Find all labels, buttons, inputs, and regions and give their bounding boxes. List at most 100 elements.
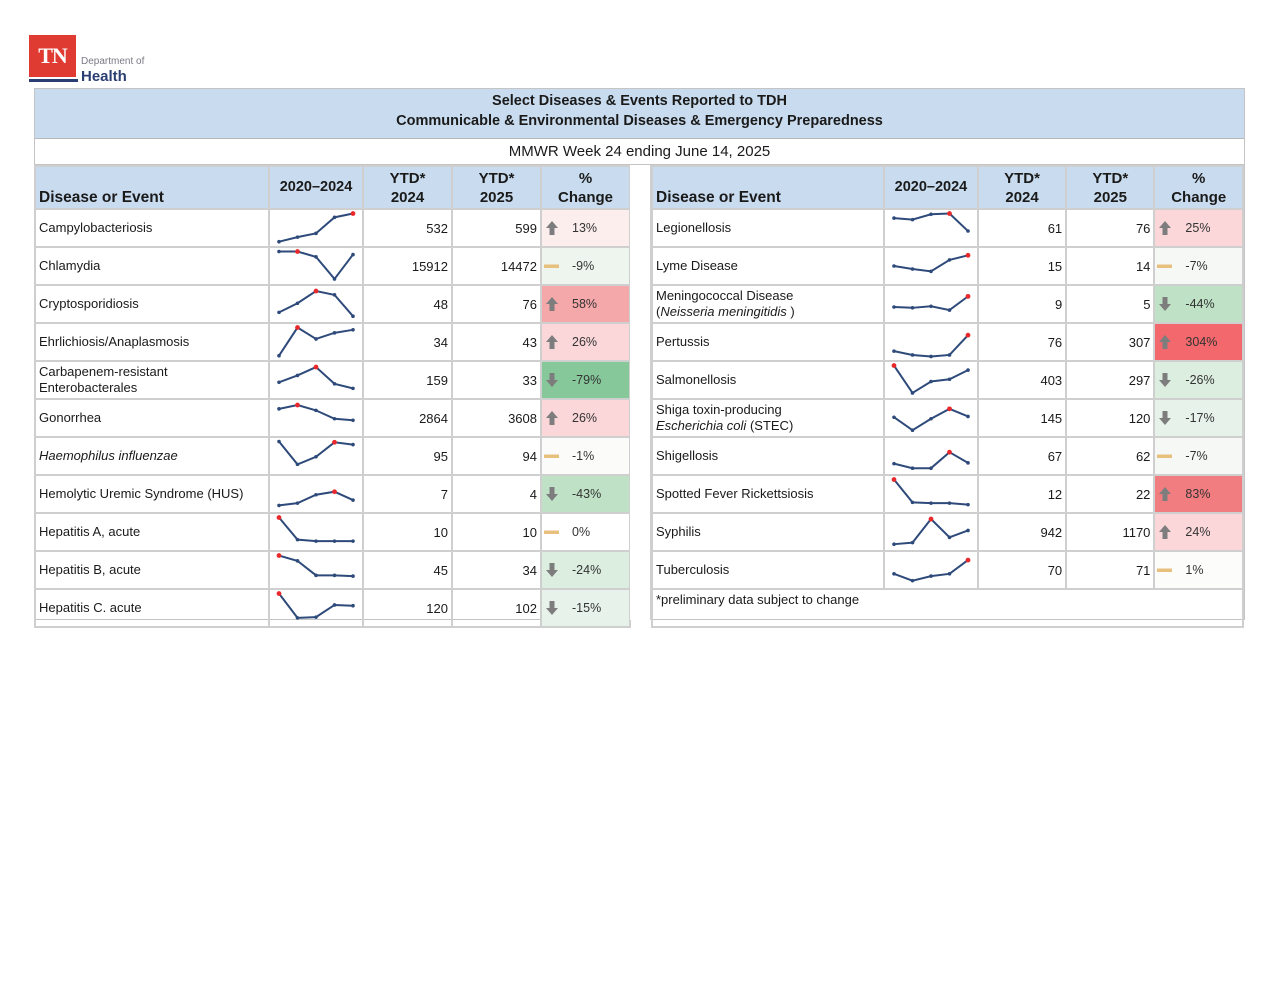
sparkline-chart [891, 477, 970, 507]
ytd-2025-value: 307 [1065, 322, 1156, 362]
sparkline-chart [277, 402, 355, 423]
sparkline-cell [268, 284, 364, 324]
change-label: Change [557, 189, 613, 206]
sparkline-point [332, 215, 337, 220]
disease-name-line1: Meningococcal Disease [656, 288, 794, 303]
col-header-ytd2025: YTD* 2025 [1065, 165, 1156, 210]
ytd-2024-value: 15912 [362, 246, 453, 286]
arrow-up-icon [1159, 335, 1172, 349]
disease-name: Hepatitis C. acute [39, 600, 142, 615]
sparkline-point [295, 616, 300, 620]
footnote: *preliminary data subject to change [651, 588, 1244, 628]
sparkline-point [892, 415, 896, 420]
pct-change-value: 13% [572, 221, 598, 235]
sparkline-point [295, 537, 300, 542]
sparkline-point [332, 277, 337, 281]
flat-bar-icon [544, 530, 559, 534]
table-row: Shigellosis 67 62 -7% [651, 436, 1244, 476]
right-disease-table: Disease or Event 2020–2024 YTD* 2024 YTD*… [651, 165, 1244, 628]
table-gap [629, 165, 651, 620]
table-row: Syphilis 942 1170 24% [651, 512, 1244, 552]
sparkline-point [295, 462, 300, 467]
ytd-2025-value: 34 [451, 550, 542, 590]
sparkline-max-point [891, 477, 897, 482]
sparkline-point [351, 574, 355, 578]
sparkline-cell [268, 512, 364, 552]
ytd-2024-value: 48 [362, 284, 453, 324]
pct-change-cell: -24% [540, 550, 631, 590]
sparkline-max-point [276, 553, 282, 558]
disease-name-cell: Cryptosporidiosis [34, 284, 270, 324]
sparkline-point [929, 416, 933, 421]
ytd-2025-value: 4 [451, 474, 542, 514]
tn-logo-mark: TN [29, 35, 76, 77]
col-header-pct-change: % Change [540, 165, 631, 210]
table-row: Campylobacteriosis 532 599 13% [34, 208, 631, 248]
table-row: Cryptosporidiosis 48 76 58% [34, 284, 631, 324]
ytd-2025-value: 1170 [1065, 512, 1156, 552]
sparkline-max-point [313, 364, 319, 370]
sparkline-chart [277, 288, 355, 318]
arrow-up-icon [1159, 221, 1172, 235]
table-row: Carbapenem-resistant Enterobacterales 159… [34, 360, 631, 400]
pct-change-value: -7% [1185, 259, 1208, 273]
ytd-2024-value: 12 [976, 474, 1068, 514]
disease-name-cell: Hepatitis B, acute [34, 550, 270, 590]
pct-change-value: -9% [572, 259, 595, 273]
ytd-2024-value: 2864 [362, 398, 453, 438]
sparkline-point [277, 310, 281, 315]
pct-change-cell: 26% [540, 398, 631, 438]
pct-change-value: -15% [572, 601, 602, 615]
disease-name-cell: Campylobacteriosis [34, 208, 270, 248]
sparkline-max-point [947, 449, 952, 455]
arrow-down-icon [1159, 411, 1172, 425]
sparkline-point [277, 439, 281, 444]
year-label: 2025 [479, 189, 514, 206]
ytd-2025-value: 599 [451, 208, 542, 248]
pct-change-value: 0% [572, 525, 591, 539]
arrow-down-icon [1159, 297, 1172, 311]
disease-name-cell: Carbapenem-resistant Enterobacterales [34, 360, 270, 400]
sparkline-point [910, 267, 915, 271]
pct-label: % [578, 170, 593, 187]
sparkline-cell [882, 322, 979, 362]
sparkline-chart [892, 516, 970, 546]
disease-name-cell: Shigellosis [651, 436, 885, 476]
sparkline-point [351, 418, 355, 423]
sparkline-point [892, 572, 896, 576]
footnote-row: *preliminary data subject to change [651, 588, 1244, 628]
sparkline-point [929, 269, 933, 274]
table-row: Hepatitis B, acute 45 34 -24% [34, 550, 631, 590]
sparkline-point [314, 408, 318, 413]
disease-name-cell: Legionellosis [651, 208, 885, 248]
sparkline-max-point [928, 516, 934, 522]
pct-change-value: 26% [572, 335, 598, 349]
disease-name-cell: Lyme Disease [651, 246, 885, 286]
sparkline-cell [268, 398, 364, 438]
pct-change-value: 83% [1185, 487, 1211, 501]
sparkline-cell [268, 588, 364, 628]
name-suffix: (STEC) [746, 418, 794, 433]
ytd-2024-value: 942 [976, 512, 1068, 552]
ytd-2024-value: 10 [362, 512, 453, 552]
ytd-2025-value: 62 [1065, 436, 1156, 476]
disease-name-cell: Chlamydia [34, 246, 270, 286]
sparkline-point [892, 461, 896, 466]
table-row: Salmonellosis 403 297 -26% [651, 360, 1244, 400]
disease-name-cell: Syphilis [651, 512, 885, 552]
sparkline-chart [276, 591, 355, 620]
ytd-label: YTD* [1004, 170, 1040, 187]
sparkline-point [295, 301, 300, 306]
pct-change-cell: 304% [1153, 322, 1244, 362]
sparkline-point [947, 258, 952, 262]
sparkline-cell [268, 360, 364, 400]
ytd-2025-value: 3608 [451, 398, 542, 438]
left-disease-table: Disease or Event 2020–2024 YTD* 2024 YTD*… [34, 165, 631, 628]
pct-change-cell: -26% [1153, 360, 1244, 400]
sparkline-point [910, 391, 915, 395]
ytd-2024-value: 76 [976, 322, 1068, 362]
ytd-2025-value: 102 [451, 588, 542, 628]
disease-name: Hemolytic Uremic Syndrome (HUS) [39, 486, 244, 501]
sparkline-cell [268, 436, 364, 476]
sparkline-point [910, 540, 915, 545]
